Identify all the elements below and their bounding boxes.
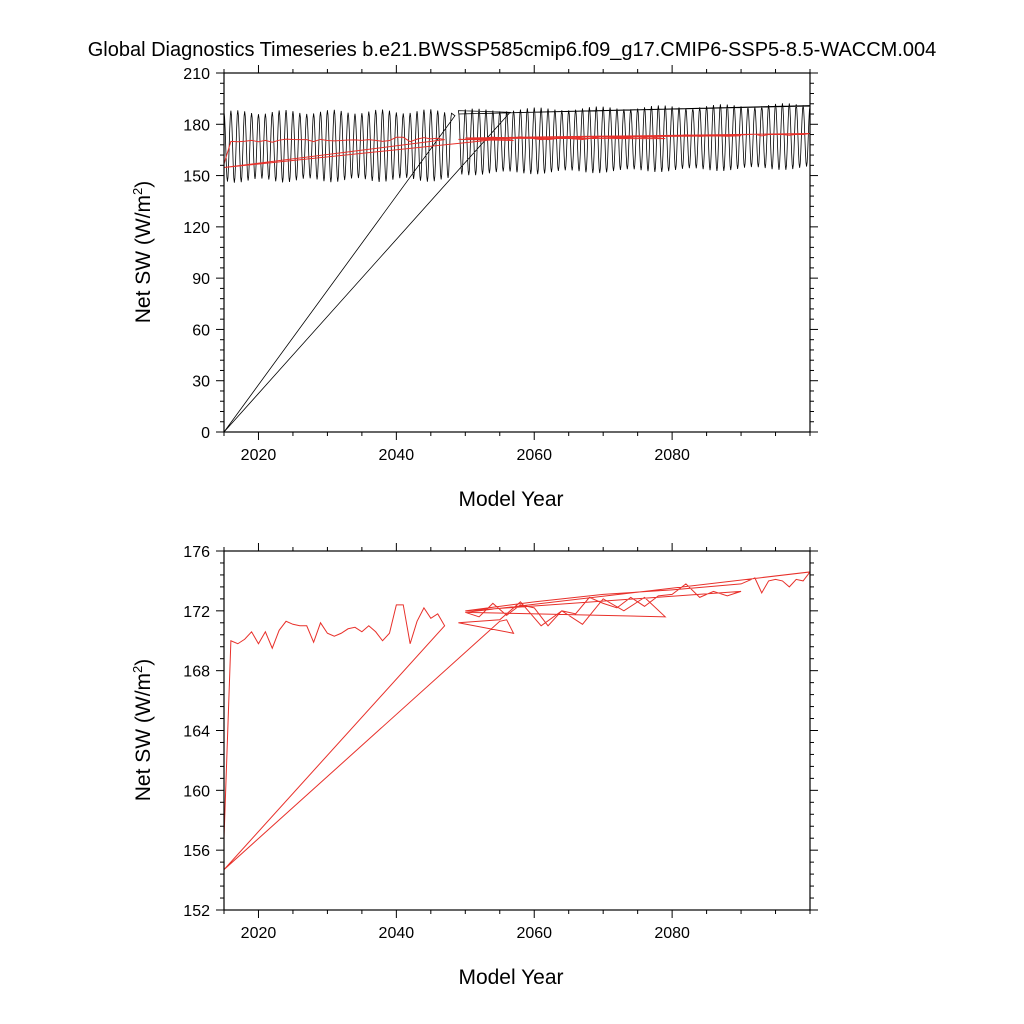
top-series-layer [223, 103, 811, 433]
bottom-y-axis-label-text: Net SW (W/m [132, 673, 155, 801]
bottom-x-tick-label: 2060 [516, 925, 552, 942]
top-y-axis-label-text: Net SW (W/m [132, 195, 155, 323]
top-x-tick-label: 2020 [241, 447, 277, 464]
panel-top: 2020 2040 2060 2080 0 30 60 90 120 150 180 210 Mode… [130, 65, 818, 511]
top-y-tick-label: 120 [183, 220, 210, 237]
bottom-y-axis-label-sup: 2 [130, 666, 145, 673]
panel-bottom: 2020 2040 2060 2080 152 156 160 164 168 172 176 Mo… [130, 543, 818, 989]
bottom-plot-frame [223, 550, 811, 911]
bottom-ticks-layer: 2020 2040 2060 2080 152 156 160 164 168 172 176 [183, 543, 818, 942]
top-y-tick-label: 30 [192, 374, 210, 391]
bottom-y-tick-label: 164 [183, 724, 210, 741]
top-series-annual-line [223, 133, 811, 169]
bottom-y-tick-label: 168 [183, 664, 210, 681]
top-series-monthly-line [223, 103, 811, 433]
bottom-x-axis-label: Model Year [458, 966, 563, 989]
bottom-y-tick-label: 172 [183, 604, 210, 621]
top-y-tick-label: 150 [183, 169, 210, 186]
top-ticks-layer: 2020 2040 2060 2080 0 30 60 90 120 150 180 210 [183, 65, 818, 464]
top-x-axis-label: Model Year [458, 488, 563, 511]
top-y-axis-label-close: ) [132, 181, 155, 188]
bottom-y-axis-label: Net SW (W/m2) [130, 659, 155, 802]
top-y-axis-label: Net SW (W/m2) [130, 181, 155, 324]
bottom-y-axis-label-close: ) [132, 659, 155, 666]
bottom-y-tick-label: 152 [183, 903, 210, 920]
bottom-y-tick-label: 160 [183, 783, 210, 800]
top-x-tick-label: 2040 [379, 447, 415, 464]
bottom-x-tick-label: 2020 [241, 925, 277, 942]
top-y-tick-label: 210 [183, 66, 210, 83]
top-plot-frame [223, 72, 811, 433]
figure-title: Global Diagnostics Timeseries b.e21.BWSS… [88, 39, 937, 61]
bottom-y-tick-label: 176 [183, 544, 210, 561]
bottom-x-tick-label: 2040 [379, 925, 415, 942]
top-x-tick-label: 2060 [516, 447, 552, 464]
bottom-x-tick-label: 2080 [654, 925, 690, 942]
bottom-y-tick-label: 156 [183, 843, 210, 860]
bottom-series-annual-line [224, 571, 810, 870]
top-x-tick-label: 2080 [654, 447, 690, 464]
top-y-tick-label: 60 [192, 322, 210, 339]
bottom-series-layer [224, 571, 810, 870]
top-y-axis-label-sup: 2 [130, 188, 145, 195]
top-y-tick-label: 180 [183, 117, 210, 134]
top-y-tick-label: 0 [201, 425, 210, 442]
top-y-tick-label: 90 [192, 271, 210, 288]
